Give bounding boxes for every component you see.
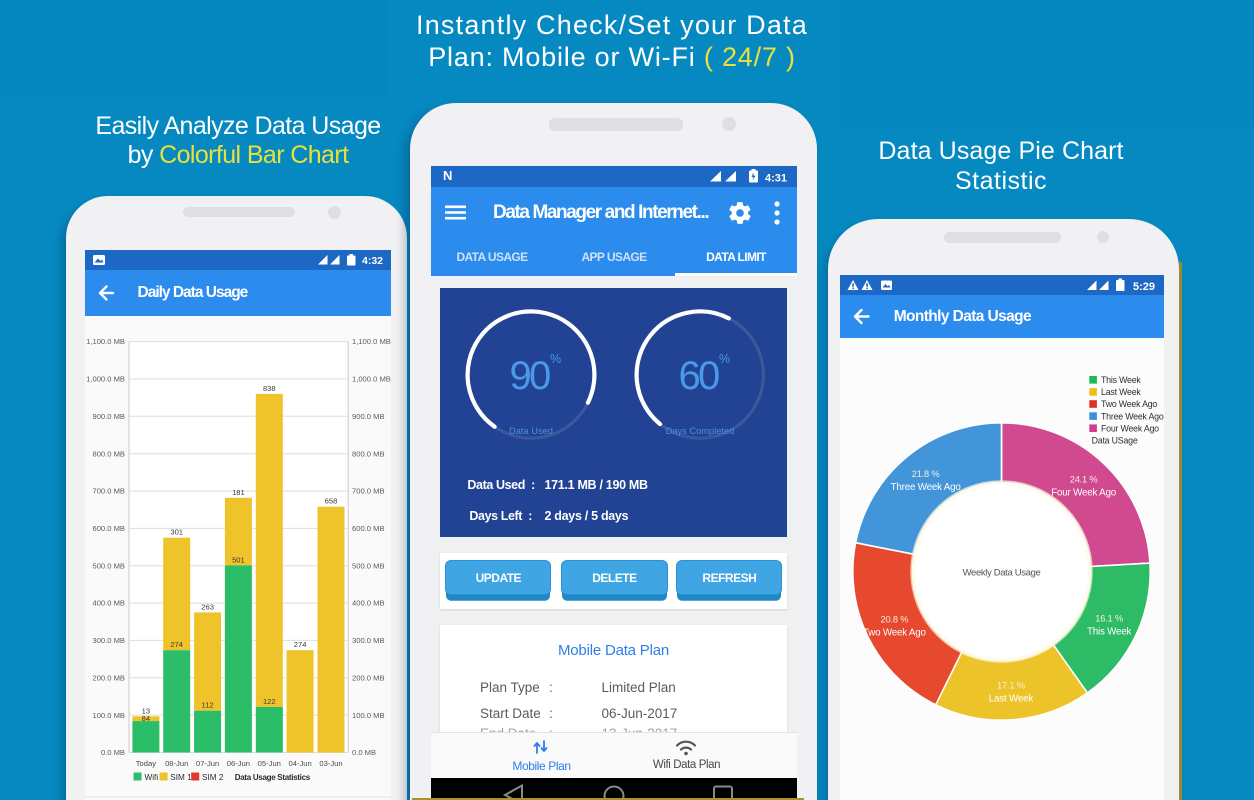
svg-text:900.0 MB: 900.0 MB	[352, 412, 385, 421]
svg-text:Two Week Ago: Two Week Ago	[1101, 399, 1157, 409]
svg-text:04-Jun: 04-Jun	[288, 759, 311, 768]
svg-text:112: 112	[202, 701, 214, 710]
svg-text:20.8 %: 20.8 %	[881, 614, 909, 624]
svg-text:Today: Today	[136, 759, 156, 768]
svg-text:1,000.0 MB: 1,000.0 MB	[352, 375, 391, 384]
svg-text:4:32: 4:32	[362, 255, 383, 267]
svg-text:900.0 MB: 900.0 MB	[92, 412, 125, 421]
svg-text:500.0 MB: 500.0 MB	[92, 561, 125, 570]
svg-text:838: 838	[263, 384, 276, 393]
svg-text:400.0 MB: 400.0 MB	[352, 599, 385, 608]
svg-text:Weekly Data Usage: Weekly Data Usage	[963, 568, 1041, 579]
svg-text:This Week: This Week	[1087, 626, 1132, 637]
svg-text:60: 60	[678, 354, 718, 398]
svg-text:122: 122	[263, 697, 276, 706]
svg-text:16.1 %: 16.1 %	[1095, 613, 1123, 623]
svg-text:1,100.0 MB: 1,100.0 MB	[86, 337, 125, 346]
svg-text:5:29: 5:29	[1133, 281, 1155, 293]
svg-text:Two Week Ago: Two Week Ago	[863, 627, 927, 638]
svg-text:07-Jun: 07-Jun	[196, 759, 219, 768]
svg-text:4:31: 4:31	[765, 173, 787, 185]
svg-text:%: %	[550, 352, 561, 366]
svg-text:0.0 MB: 0.0 MB	[101, 748, 125, 757]
svg-text:1,100.0 MB: 1,100.0 MB	[352, 337, 391, 346]
svg-text:274: 274	[170, 640, 183, 649]
svg-text:263: 263	[201, 602, 214, 611]
svg-text:24.1 %: 24.1 %	[1070, 475, 1098, 485]
svg-text:03-Jun: 03-Jun	[319, 759, 342, 768]
svg-text:Data Usage Statistics: Data Usage Statistics	[235, 773, 311, 782]
svg-text:1,000.0 MB: 1,000.0 MB	[86, 375, 125, 384]
svg-text:05-Jun: 05-Jun	[258, 759, 281, 768]
svg-text:Three Week Ago: Three Week Ago	[1101, 411, 1164, 421]
svg-text:Last Week: Last Week	[989, 694, 1034, 705]
svg-text:658: 658	[325, 497, 338, 506]
svg-text:SIM 1: SIM 1	[170, 773, 192, 782]
svg-text:200.0 MB: 200.0 MB	[352, 673, 385, 682]
svg-text:181: 181	[232, 488, 245, 497]
svg-text:300.0 MB: 300.0 MB	[352, 636, 385, 645]
svg-text:500.0 MB: 500.0 MB	[352, 561, 385, 570]
svg-text:501: 501	[232, 555, 245, 564]
svg-text:Data Used: Data Used	[509, 426, 553, 436]
svg-text:06-Jun: 06-Jun	[227, 759, 250, 768]
svg-text:Days Completed: Days Completed	[665, 426, 734, 436]
svg-text:%: %	[719, 352, 730, 366]
svg-text:90: 90	[509, 354, 549, 398]
svg-text:700.0 MB: 700.0 MB	[92, 487, 125, 496]
svg-text:Data USage: Data USage	[1092, 436, 1138, 446]
svg-text:13: 13	[142, 706, 150, 715]
svg-text:21.8 %: 21.8 %	[912, 469, 940, 479]
svg-text:Four Week Ago: Four Week Ago	[1051, 488, 1116, 499]
svg-text:100.0 MB: 100.0 MB	[92, 711, 125, 720]
svg-text:This Week: This Week	[1101, 375, 1141, 385]
svg-text:SIM 2: SIM 2	[202, 773, 224, 782]
svg-text:08-Jun: 08-Jun	[165, 759, 188, 768]
svg-text:84: 84	[142, 714, 150, 723]
svg-text:600.0 MB: 600.0 MB	[352, 524, 385, 533]
svg-text:0.0 MB: 0.0 MB	[352, 748, 376, 757]
svg-text:200.0 MB: 200.0 MB	[92, 673, 125, 682]
svg-text:100.0 MB: 100.0 MB	[352, 711, 385, 720]
svg-text:600.0 MB: 600.0 MB	[92, 524, 125, 533]
svg-text:Wifi: Wifi	[145, 773, 159, 782]
svg-text:301: 301	[170, 528, 183, 537]
svg-text:17.1 %: 17.1 %	[997, 681, 1025, 691]
svg-text:800.0 MB: 800.0 MB	[92, 449, 125, 458]
svg-text:300.0 MB: 300.0 MB	[92, 636, 125, 645]
svg-text:Last Week: Last Week	[1101, 387, 1141, 397]
svg-text:800.0 MB: 800.0 MB	[352, 449, 385, 458]
svg-text:Four Week Ago: Four Week Ago	[1101, 423, 1159, 433]
svg-text:274: 274	[294, 640, 307, 649]
svg-text:700.0 MB: 700.0 MB	[352, 487, 385, 496]
svg-text:Three Week Ago: Three Week Ago	[891, 482, 962, 493]
svg-text:400.0 MB: 400.0 MB	[92, 599, 125, 608]
